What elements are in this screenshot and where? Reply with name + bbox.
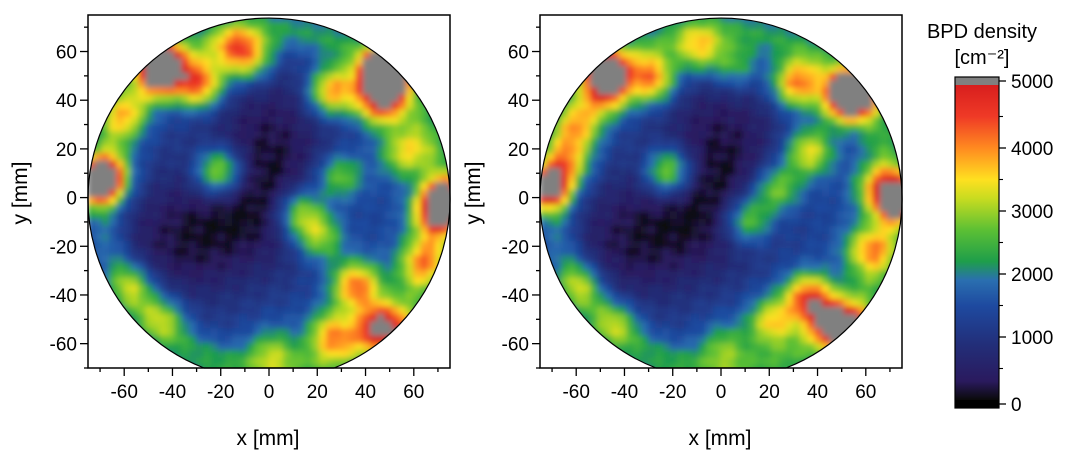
y-tick-label: -20 xyxy=(50,237,77,258)
wafer-outline-left xyxy=(87,17,451,369)
y-tick-label: -40 xyxy=(502,286,529,307)
wafer-density-map-right xyxy=(540,18,903,368)
axis-ticks-left: -60 -40 -20 0 20 40 60 60 40 20 0 -20 -40 -60 xyxy=(50,26,439,403)
y-tick-label: 60 xyxy=(56,43,77,64)
colorbar-tick-label: 5000 xyxy=(1011,72,1053,93)
colorbar-over-range xyxy=(955,77,999,85)
colorbar: BPD density [cm⁻²] 5000 4000 3000 2000 1000 0 xyxy=(927,21,1053,416)
axis-ticks-right: -60 -40 -20 0 20 40 60 60 40 20 0 -20 -40 -60 xyxy=(502,26,891,403)
y-tick-label: 20 xyxy=(508,140,529,161)
colorbar-tick-label: 2000 xyxy=(1011,265,1053,286)
x-tick-label: -20 xyxy=(207,382,234,403)
y-axis-title-left: y [mm] xyxy=(9,162,32,225)
x-tick-label: -60 xyxy=(110,382,137,403)
x-tick-label: -20 xyxy=(659,382,686,403)
wafer-density-map-left xyxy=(88,18,450,369)
x-axis-title-left: x [mm] xyxy=(237,427,300,450)
x-tick-label: 20 xyxy=(307,382,328,403)
colorbar-tick-label: 4000 xyxy=(1011,139,1053,160)
y-tick-label: 60 xyxy=(508,43,529,64)
x-tick-label: -60 xyxy=(562,382,589,403)
y-tick-label: 40 xyxy=(56,91,77,112)
colorbar-unit: [cm⁻²] xyxy=(955,47,1010,69)
y-tick-label: -60 xyxy=(50,335,77,356)
y-tick-label: -40 xyxy=(50,286,77,307)
x-axis-title-right: x [mm] xyxy=(689,427,752,450)
colorbar-tick-label: 0 xyxy=(1011,395,1022,416)
y-tick-label: 20 xyxy=(56,140,77,161)
colorbar-title: BPD density xyxy=(927,21,1037,43)
y-tick-label: 0 xyxy=(66,189,77,210)
wafer-outline-right xyxy=(539,17,903,369)
colorbar-under-range xyxy=(955,400,999,408)
y-tick-label: 40 xyxy=(508,91,529,112)
x-tick-label: 60 xyxy=(855,382,876,403)
y-tick-label: -20 xyxy=(502,237,529,258)
y-tick-label: 0 xyxy=(518,189,529,210)
x-tick-label: 40 xyxy=(807,382,828,403)
colorbar-tick-label: 3000 xyxy=(1011,202,1053,223)
x-tick-label: -40 xyxy=(611,382,638,403)
x-tick-label: 40 xyxy=(355,382,376,403)
y-tick-label: -60 xyxy=(502,335,529,356)
y-axis-title-right: y [mm] xyxy=(462,162,485,225)
x-tick-label: 0 xyxy=(264,382,275,403)
x-tick-label: -40 xyxy=(159,382,186,403)
colorbar-gradient xyxy=(955,85,999,400)
colorbar-ticks: 5000 4000 3000 2000 1000 0 xyxy=(999,72,1053,416)
x-tick-label: 60 xyxy=(403,382,424,403)
x-tick-label: 20 xyxy=(759,382,780,403)
x-tick-label: 0 xyxy=(716,382,727,403)
colorbar-tick-label: 1000 xyxy=(1011,328,1053,349)
